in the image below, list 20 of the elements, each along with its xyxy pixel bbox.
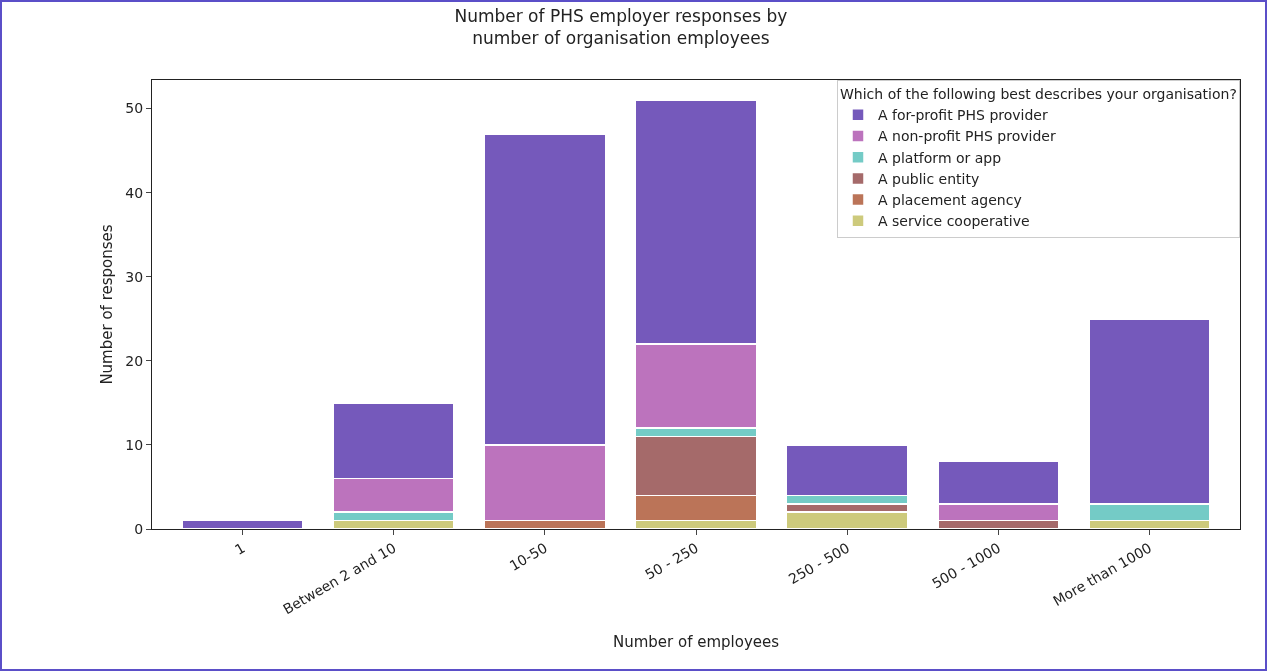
legend-label: A non-profit PHS provider [878,128,1056,145]
legend-label: A placement agency [878,192,1022,209]
legend-label: A service cooperative [878,213,1030,230]
y-tick-label: 20 [125,352,144,369]
x-tick-label: 1 [231,539,248,558]
y-tick-label: 50 [125,100,144,117]
legend-label: A public entity [878,170,980,187]
x-axis-title: Number of employees [612,633,780,652]
y-tick-label: 30 [125,268,144,285]
x-tick-label: 250 - 500 [785,539,853,588]
legend-label: A for-profit PHS provider [878,107,1048,124]
bar [181,519,304,529]
x-tick-label: 50 - 250 [642,539,701,583]
legend-label: A platform or app [878,149,1002,166]
chart-title: Number of PHS employer responses by number of organisation employees [454,6,788,49]
legend-title: Which of the following best describes your organisation? [840,86,1237,103]
y-tick-label: 10 [125,436,144,453]
y-tick-label: 0 [134,520,144,537]
y-tick-label: 40 [125,184,144,201]
y-axis-title: Number of responses [98,224,116,385]
